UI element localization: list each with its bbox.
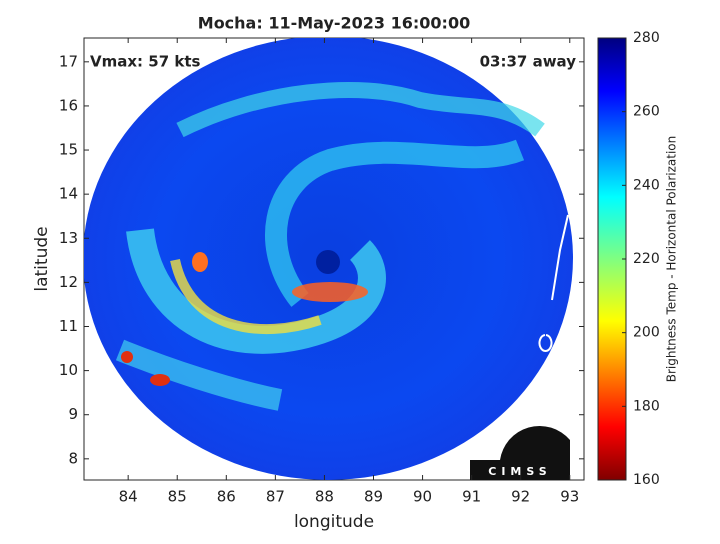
x-tick-label: 93 <box>560 488 579 506</box>
y-tick-label: 11 <box>59 317 78 335</box>
colorbar-tick-label: 240 <box>633 177 660 193</box>
convection <box>192 252 208 272</box>
x-tick-label: 89 <box>364 488 383 506</box>
rain-band <box>170 258 322 335</box>
annotation: Vmax: 57 kts <box>90 53 200 71</box>
x-axis-label: longitude <box>294 512 374 532</box>
y-tick-label: 10 <box>59 361 78 379</box>
y-tick-label: 12 <box>59 273 78 291</box>
y-tick-label: 17 <box>59 52 78 70</box>
eye <box>316 250 340 274</box>
colorbar <box>597 37 627 481</box>
coastline <box>538 214 569 352</box>
x-tick-label: 91 <box>462 488 481 506</box>
rain-band <box>126 228 386 354</box>
logo-shape <box>470 425 570 480</box>
colorbar-tick-label: 200 <box>633 325 660 341</box>
y-tick-label: 15 <box>59 141 78 159</box>
satellite-image: CIMSS <box>84 38 573 480</box>
rain-band <box>176 82 545 138</box>
colorbar-tick-label: 280 <box>633 30 660 46</box>
convection <box>150 374 170 386</box>
chart-title: Mocha: 11-May-2023 16:00:00 <box>198 14 470 33</box>
colorbar-tick-label: 220 <box>633 251 660 267</box>
x-tick-label: 86 <box>217 488 236 506</box>
logo-text: CIMSS <box>488 465 551 478</box>
x-tick-label: 85 <box>168 488 187 506</box>
x-tick-label: 92 <box>511 488 530 506</box>
colorbar-label: Brightness Temp - Horizontal Polarizatio… <box>665 136 679 383</box>
x-tick-label: 87 <box>266 488 285 506</box>
y-axis-label: latitude <box>32 226 52 291</box>
annotation: 03:37 away <box>480 53 577 71</box>
y-tick-label: 13 <box>59 229 78 247</box>
convection <box>121 351 133 363</box>
x-tick-label: 90 <box>413 488 432 506</box>
colorbar-tick-label: 160 <box>633 472 660 488</box>
x-tick-label: 84 <box>119 488 138 506</box>
rain-band <box>265 139 525 307</box>
rain-band <box>115 339 283 411</box>
colorbar-tick-label: 260 <box>633 104 660 120</box>
y-tick-label: 14 <box>59 185 78 203</box>
convection <box>292 282 368 302</box>
x-tick-label: 88 <box>315 488 334 506</box>
y-tick-label: 9 <box>68 405 78 423</box>
y-tick-label: 16 <box>59 96 78 114</box>
y-tick-label: 8 <box>68 449 78 467</box>
colorbar-tick-label: 180 <box>633 398 660 414</box>
